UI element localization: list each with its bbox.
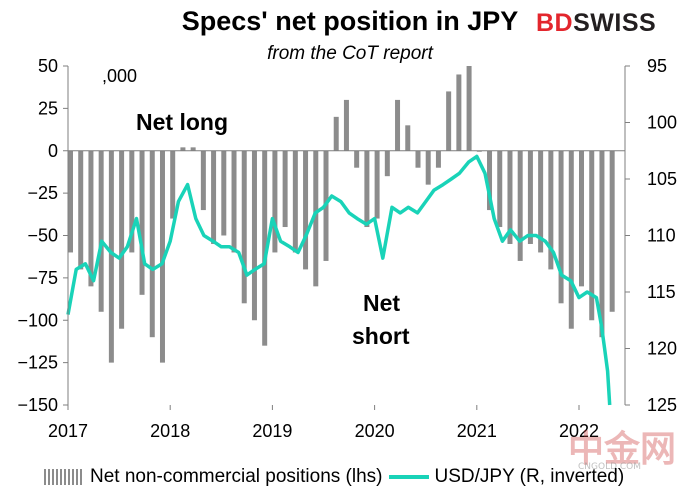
bar <box>262 150 268 346</box>
bar <box>272 150 278 253</box>
bar <box>78 150 84 270</box>
bar <box>517 150 523 261</box>
ticks-layer: 50 25 0 −25 −50 −75 −100 −125 −150 95 100 105 110 115… <box>17 56 677 441</box>
bar <box>374 150 380 219</box>
x-tick-label: 2021 <box>457 421 497 441</box>
bar <box>487 150 493 211</box>
bar <box>364 150 370 228</box>
bar <box>68 150 73 253</box>
bar <box>149 150 155 338</box>
bar <box>241 150 247 304</box>
bar <box>333 116 339 151</box>
right-tick-label: 100 <box>647 113 677 133</box>
right-tick-label: 110 <box>647 226 676 246</box>
bar <box>568 150 574 329</box>
bar <box>538 150 544 253</box>
bar <box>599 150 605 338</box>
bar <box>548 150 554 270</box>
brand-text-prefix: BD <box>536 9 573 37</box>
bar <box>313 150 319 287</box>
bar <box>200 150 206 211</box>
legend-swatch-bars <box>44 469 84 485</box>
bar <box>558 150 564 304</box>
units-label: ,000 <box>102 66 137 86</box>
annotation-short: short <box>352 323 410 349</box>
brand-logo-graphic: BDSWISS <box>536 9 656 37</box>
bar <box>446 91 452 151</box>
bar <box>292 150 298 253</box>
bar <box>354 150 360 168</box>
bar <box>88 150 94 287</box>
bar <box>159 150 165 363</box>
left-tick-label: −125 <box>17 353 58 373</box>
brand-text: BDSWISS <box>536 9 656 37</box>
legend-item-bars: Net non-commercial positions (lhs) <box>44 466 383 488</box>
bar <box>190 147 196 151</box>
bar <box>497 150 503 228</box>
x-tick-label: 2017 <box>48 421 88 441</box>
bar <box>466 66 472 151</box>
chart-subtitle: from the CoT report <box>267 43 433 64</box>
bar <box>384 150 390 177</box>
bars-layer <box>68 66 615 363</box>
legend-item-line: USD/JPY (R, inverted) <box>388 466 625 488</box>
right-tick-label: 95 <box>647 56 667 76</box>
annotation-net-long: Net long <box>136 109 228 135</box>
left-tick-label: −150 <box>17 395 58 415</box>
usdjpy-line <box>66 154 612 406</box>
bar <box>231 150 237 253</box>
x-tick-label: 2022 <box>559 421 599 441</box>
brand-logo: BDSWISS <box>536 7 692 37</box>
bar <box>108 150 114 363</box>
x-tick-label: 2018 <box>150 421 190 441</box>
bar <box>425 150 431 185</box>
right-tick-label: 120 <box>647 339 677 359</box>
watermark-subtext: CNGOLD.COM <box>578 462 642 472</box>
bar <box>456 74 462 151</box>
bar <box>609 150 615 312</box>
bar <box>251 150 257 321</box>
bar <box>129 150 135 253</box>
bar <box>139 150 145 295</box>
left-tick-label: −50 <box>27 226 58 246</box>
legend: Net non-commercial positions (lhs) USD/J… <box>44 464 630 490</box>
right-tick-label: 105 <box>647 169 677 189</box>
bar <box>282 150 288 228</box>
left-tick-label: −25 <box>27 183 58 203</box>
legend-label-line: USD/JPY (R, inverted) <box>434 466 625 487</box>
bar <box>170 150 176 219</box>
bar <box>579 150 585 287</box>
left-tick-label: −75 <box>27 268 58 288</box>
chart-title: Specs' net position in JPY <box>181 6 519 36</box>
legend-label-bars: Net non-commercial positions (lhs) <box>90 466 383 487</box>
brand-text-suffix: SWISS <box>573 9 656 37</box>
bar <box>119 150 125 329</box>
legend-swatch-line <box>388 475 429 479</box>
bar <box>527 150 533 244</box>
bar <box>303 150 309 270</box>
x-tick-label: 2019 <box>252 421 292 441</box>
bar <box>415 150 421 168</box>
right-tick-label: 115 <box>647 282 676 302</box>
bar <box>343 99 349 151</box>
left-tick-label: −100 <box>17 310 58 330</box>
bar <box>507 150 513 244</box>
right-tick-label: 125 <box>647 395 677 415</box>
x-tick-label: 2020 <box>355 421 395 441</box>
bar <box>395 99 401 151</box>
line-layer <box>66 154 612 406</box>
bar <box>180 147 186 151</box>
bar <box>221 150 227 236</box>
bar <box>435 150 441 168</box>
left-tick-label: 25 <box>38 98 58 118</box>
left-tick-label: 50 <box>38 56 58 76</box>
bar <box>405 125 411 151</box>
left-tick-label: 0 <box>48 141 58 161</box>
bar <box>589 150 595 321</box>
bar <box>211 150 217 244</box>
annotation-net: Net <box>363 290 400 316</box>
bar <box>98 150 104 312</box>
watermark: 中金网 <box>568 429 677 470</box>
